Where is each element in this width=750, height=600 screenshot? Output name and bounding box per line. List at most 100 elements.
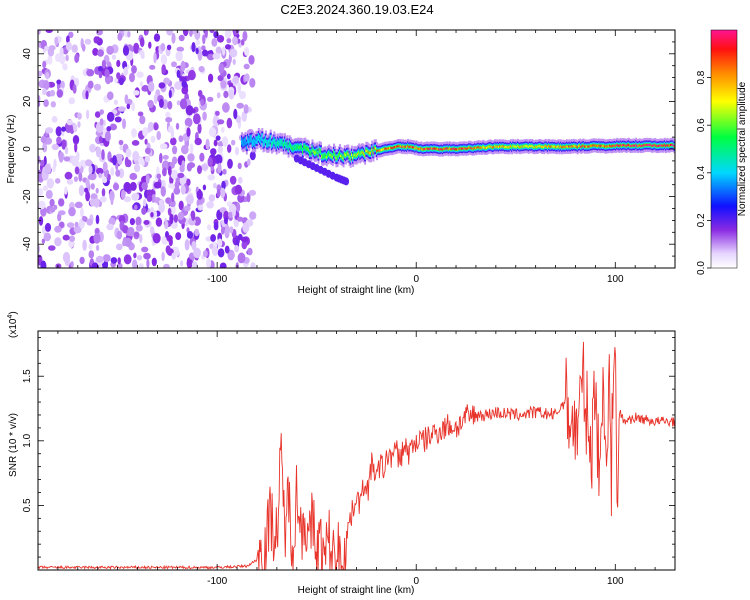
noise-speckle — [44, 163, 50, 175]
noise-speckle — [95, 228, 100, 235]
ridge-core — [352, 156, 355, 159]
noise-speckle — [162, 154, 169, 160]
noise-speckle — [131, 193, 140, 201]
ridge-core — [367, 151, 370, 154]
ridge-core — [611, 145, 614, 148]
ridge-core — [364, 154, 367, 157]
ridge-core — [313, 151, 316, 154]
noise-speckle — [139, 234, 143, 244]
ridge-core — [407, 144, 410, 147]
noise-speckle — [51, 116, 58, 123]
noise-speckle — [179, 164, 185, 173]
ridge-core — [347, 152, 350, 155]
ridge-core — [539, 145, 542, 148]
noise-speckle — [73, 225, 82, 234]
ridge-core — [481, 146, 484, 149]
ridge-core — [477, 146, 480, 149]
ridge-core — [415, 146, 418, 149]
ridge-core — [331, 156, 334, 158]
noise-speckle — [201, 163, 209, 171]
noise-speckle — [63, 156, 71, 162]
ridge-core — [668, 144, 671, 147]
ridge-core — [247, 138, 249, 141]
ridge-core — [640, 145, 642, 148]
ridge-core — [460, 147, 463, 150]
ridge-core — [358, 151, 361, 154]
ridge-core — [559, 145, 562, 148]
noise-speckle — [66, 119, 73, 126]
noise-speckle — [232, 36, 238, 46]
ridge-core — [410, 146, 413, 148]
ridge-core — [329, 154, 332, 157]
ridge-core — [414, 147, 417, 150]
spectrogram-xlabel: Height of straight line (km) — [298, 285, 415, 296]
noise-speckle — [129, 72, 135, 83]
noise-speckle — [102, 161, 108, 172]
ridge-core — [341, 155, 344, 158]
noise-speckle — [178, 135, 184, 143]
ridge-core — [441, 148, 444, 151]
ridge-core — [665, 145, 667, 148]
ridge-core — [343, 153, 346, 156]
noise-speckle — [193, 216, 201, 226]
ridge-core — [276, 141, 279, 144]
noise-speckle — [102, 119, 106, 127]
ridge-core — [501, 145, 504, 148]
ridge-core — [666, 144, 669, 147]
ridge-core — [242, 142, 245, 145]
noise-speckle — [118, 139, 124, 146]
noise-speckle — [122, 45, 130, 56]
ridge-core — [268, 141, 271, 144]
noise-speckle — [109, 123, 117, 131]
ridge-core — [602, 144, 605, 147]
noise-speckle — [88, 243, 93, 250]
noise-speckle — [163, 263, 170, 268]
ridge-core — [433, 147, 436, 150]
noise-speckle — [79, 256, 85, 265]
ridge-core — [637, 144, 640, 147]
ridge-core — [592, 144, 595, 147]
ridge-core — [601, 145, 604, 147]
spectrogram-image — [38, 30, 675, 268]
noise-speckle — [171, 32, 176, 44]
ridge-core — [546, 146, 549, 149]
ridge-core — [264, 138, 267, 141]
noise-speckle — [159, 143, 168, 150]
ridge-core — [426, 147, 429, 150]
noise-speckle — [203, 250, 208, 258]
noise-speckle — [175, 232, 182, 241]
ridge-core — [270, 143, 273, 146]
noise-speckle — [217, 142, 223, 147]
noise-speckle — [42, 88, 47, 96]
colorbar-tick-label: 0.4 — [696, 165, 707, 179]
snr-ticks: -100 0 100 0.5 1.0 1.5 — [22, 331, 676, 587]
noise-speckle — [66, 35, 70, 44]
ridge-core — [243, 141, 246, 144]
ridge-core — [489, 145, 492, 148]
ridge-core — [438, 148, 441, 151]
noise-speckle — [225, 44, 231, 50]
ridge-core — [317, 153, 320, 156]
ridge-core — [642, 144, 645, 147]
noise-speckle — [89, 198, 96, 207]
noise-speckle — [61, 139, 67, 150]
colorbar-tick-label: 0.6 — [696, 118, 707, 132]
ridge-core — [257, 136, 260, 139]
ridge-core — [244, 139, 247, 142]
noise-speckle — [131, 65, 137, 74]
ridge-core — [458, 147, 461, 150]
noise-speckle — [174, 180, 180, 190]
ridge-core — [538, 145, 541, 147]
noise-speckle — [230, 175, 237, 185]
ridge-core — [360, 151, 363, 154]
noise-speckle — [216, 119, 225, 125]
noise-speckle — [194, 30, 201, 40]
ridge-core — [409, 145, 412, 148]
ridge-core — [606, 145, 609, 148]
ridge-core — [391, 147, 394, 150]
noise-speckle — [248, 55, 255, 65]
ridge-core — [267, 142, 270, 145]
ridge-core — [362, 152, 365, 155]
snr-multiplier: (x104) — [7, 311, 19, 338]
noise-speckle — [171, 61, 177, 68]
